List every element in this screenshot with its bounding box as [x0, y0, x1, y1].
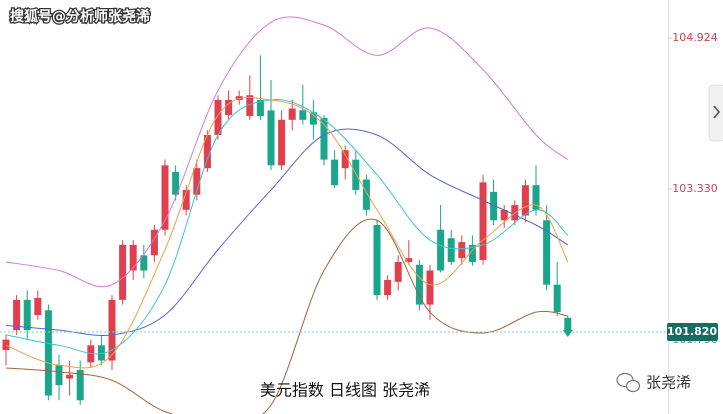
candle-body: [214, 99, 222, 135]
candle-body: [564, 317, 572, 333]
candle-body: [225, 99, 233, 116]
candle-body: [193, 168, 201, 195]
candle-body: [203, 135, 211, 169]
chevron: [713, 105, 721, 119]
candle-body: [553, 284, 561, 313]
side-tab[interactable]: [708, 84, 723, 142]
candle-body: [150, 229, 158, 256]
candle-body: [66, 374, 74, 379]
candle-body: [468, 244, 476, 262]
candle-body: [309, 112, 317, 125]
candle-body: [182, 189, 190, 210]
candle-body: [278, 119, 286, 166]
indicator-line: [5, 128, 569, 336]
wechat-icon: [616, 372, 641, 393]
candle-body: [129, 244, 137, 271]
candle-body: [458, 242, 466, 259]
candle-body: [320, 117, 328, 160]
candle-body: [2, 339, 10, 351]
candle-body: [97, 345, 105, 361]
candle-body: [108, 299, 116, 361]
plot-area: [2, 16, 572, 414]
candle-body: [415, 264, 423, 305]
candle-body: [394, 261, 402, 282]
caption: 美元指数 日线图 张尧浠: [260, 381, 430, 400]
candle-body: [479, 182, 487, 261]
last-arrow: [562, 330, 573, 338]
candle-body: [362, 179, 370, 210]
candle-body: [532, 185, 540, 210]
candle-body: [140, 255, 148, 271]
indicator-line: [5, 16, 569, 288]
candle-body: [373, 225, 381, 296]
candle-body: [246, 95, 254, 117]
price-badge-label: 101.820: [667, 325, 717, 338]
candle-body: [55, 365, 63, 386]
candle-body: [44, 310, 52, 396]
candle-body: [447, 238, 455, 262]
candle-body: [341, 150, 349, 169]
candle-body: [521, 185, 529, 216]
candle-body: [500, 209, 508, 221]
indicator-line: [5, 99, 569, 355]
price-badge: [667, 323, 718, 342]
candle-body: [34, 297, 42, 315]
candle-body: [437, 229, 445, 271]
signature: 张尧浠: [646, 374, 691, 392]
candle-body: [161, 165, 169, 230]
candle-body: [288, 108, 296, 120]
candle-body: [267, 110, 275, 166]
candle-body: [23, 299, 31, 331]
candle-body: [13, 299, 21, 331]
candle-body: [119, 244, 127, 300]
candle-body: [352, 159, 360, 190]
candle-body: [405, 258, 413, 262]
candle-body: [256, 99, 264, 117]
candle-body: [490, 191, 498, 221]
watermark: 搜狐号@分析师张尧浠: [10, 8, 150, 25]
candle-body: [384, 279, 392, 296]
candle-body: [299, 110, 307, 120]
candle-body: [76, 369, 84, 401]
y-tick-label: 103.330: [672, 182, 718, 195]
indicator-line: [5, 96, 569, 369]
candle-body: [543, 220, 551, 285]
candle-body: [426, 270, 434, 305]
y-tick-label: 104.924: [672, 31, 718, 44]
candle-body: [331, 159, 339, 186]
indicator-line: [5, 218, 568, 414]
candle-body: [172, 171, 180, 195]
